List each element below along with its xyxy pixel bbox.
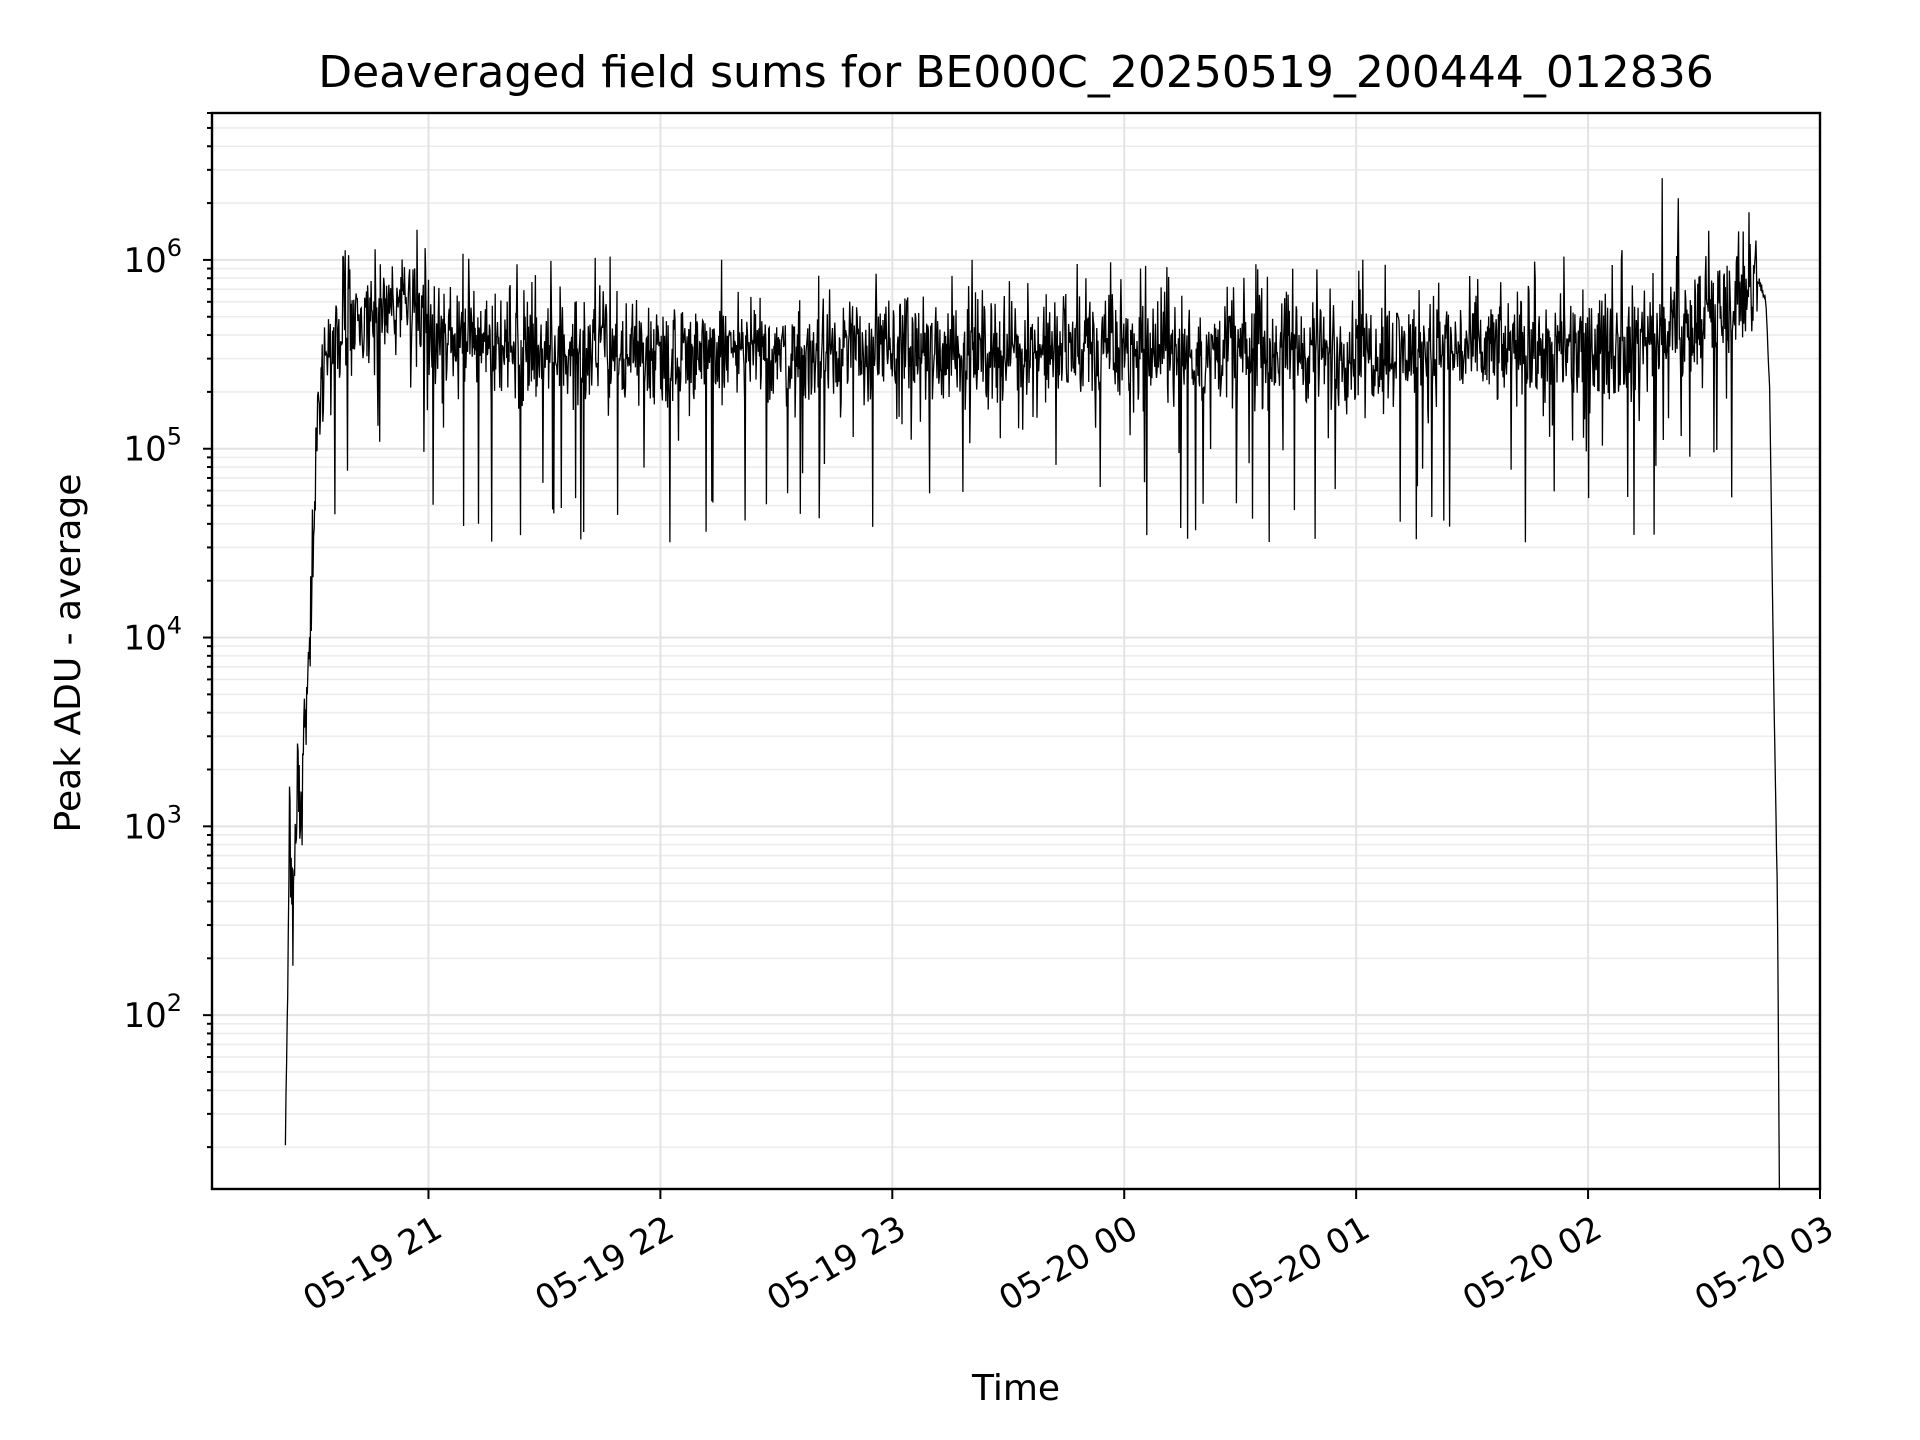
x-axis-label: Time (971, 1368, 1060, 1409)
y-axis-label: Peak ADU - average (48, 474, 89, 833)
x-tick-label: 05-19 22 (528, 1208, 680, 1319)
x-tick-label: 05-19 21 (297, 1208, 449, 1319)
y-tick-label: 104 (123, 612, 182, 659)
series-line (284, 178, 1781, 1190)
y-tick-label: 105 (123, 423, 182, 470)
chart-title: Deaveraged field sums for BE000C_2025051… (318, 47, 1714, 98)
x-tick-label: 05-20 03 (1688, 1208, 1840, 1319)
x-tick-label: 05-20 00 (992, 1208, 1144, 1319)
y-tick-label: 106 (123, 234, 182, 281)
x-tick-label: 05-20 02 (1456, 1208, 1608, 1319)
series-layer (284, 178, 1781, 1190)
grid (212, 112, 1821, 1189)
x-tick-label: 05-20 01 (1224, 1208, 1376, 1319)
y-tick-label: 102 (123, 989, 182, 1036)
y-tick-label: 103 (123, 800, 182, 847)
x-tick-label: 05-19 23 (760, 1208, 912, 1319)
plot-frame (210, 111, 1822, 1191)
